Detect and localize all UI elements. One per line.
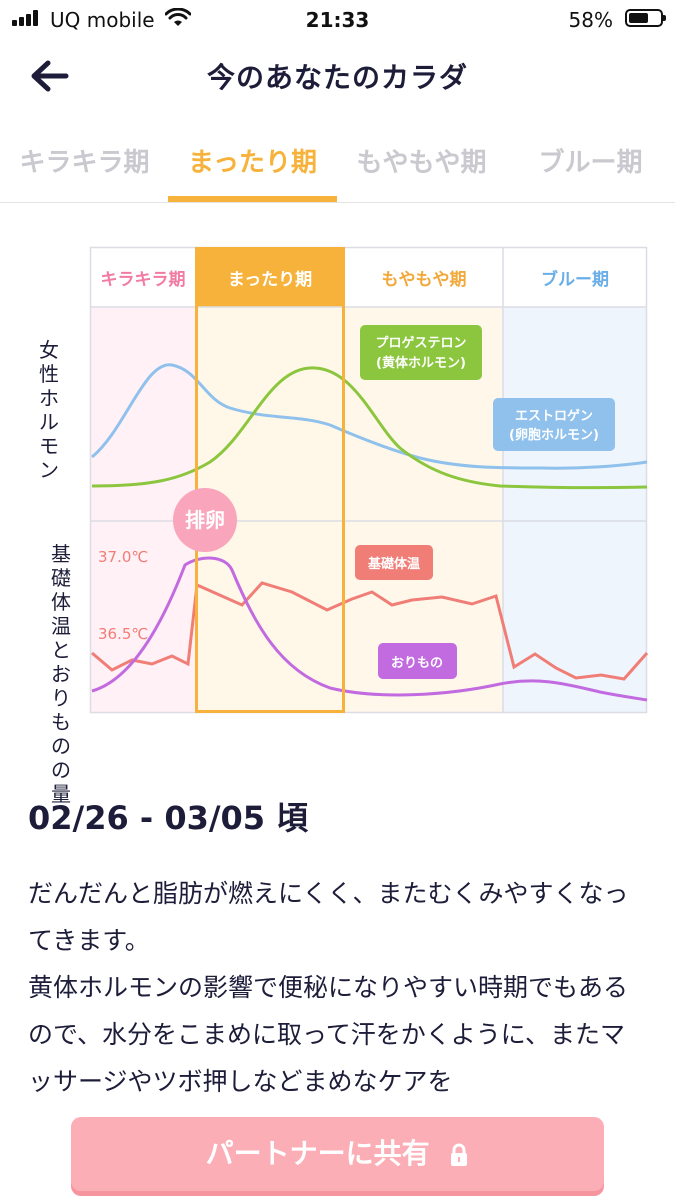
cycle-chart: 女性ホルモン 基礎体温とおりものの量 キラキラ期 まったり期 もやもや期 ブルー…	[0, 240, 675, 806]
status-bar: UQ mobile 21:33 58%	[0, 0, 675, 40]
progesterone-tag-line1: プロゲステロン	[375, 335, 466, 351]
progesterone-line	[91, 366, 648, 490]
arrow-left-icon	[31, 60, 69, 92]
bbt-line	[91, 581, 649, 681]
hormone-axis-label: 女性ホルモン	[39, 338, 59, 482]
tab-blue[interactable]: ブルー期	[538, 148, 643, 178]
current-phase-frame	[195, 247, 345, 713]
active-tab-indicator	[168, 196, 337, 202]
discharge-line	[91, 556, 648, 702]
temp-axis-label: 基礎体温とおりものの量	[51, 542, 71, 806]
estrogen-tag	[493, 398, 615, 451]
phase-bg-kirakira	[90, 247, 196, 713]
share-with-partner-button[interactable]: パートナーに共有	[71, 1117, 604, 1191]
battery-percentage: 58%	[568, 8, 613, 32]
phase-bg-mattari	[196, 247, 344, 713]
phase-bg-moyamoya	[344, 247, 503, 713]
phase-label-kirakira: キラキラ期	[101, 270, 186, 290]
back-button[interactable]	[28, 56, 72, 96]
tab-mattari[interactable]: まったり期	[188, 148, 317, 178]
signal-icon	[12, 10, 42, 26]
estrogen-tag-line1: エストロゲン	[515, 408, 593, 424]
phase-header-row	[90, 247, 647, 307]
battery-icon	[625, 9, 666, 27]
tab-kirakira[interactable]: キラキラ期	[19, 148, 150, 178]
page-title: 今のあなたのカラダ	[206, 61, 468, 94]
lock-icon	[451, 1143, 468, 1166]
wifi-icon	[165, 8, 191, 26]
description-paragraph: だんだんと脂肪が燃えにくく、またむくみやすくなってきます。	[28, 879, 629, 955]
temp-label-high: 37.0℃	[98, 548, 148, 566]
chart-border	[89, 246, 648, 714]
ovulation-label: 排卵	[185, 508, 225, 532]
phase-header-mattari-bg	[196, 247, 344, 307]
phase-description: だんだんと脂肪が燃えにくく、またむくみやすくなってきます。 黄体ホルモンの影響で…	[28, 870, 648, 1105]
temp-label-low: 36.5℃	[98, 625, 148, 643]
estrogen-tag-line2: (卵胞ホルモン)	[509, 427, 599, 443]
discharge-tag-label: おりもの	[391, 656, 443, 671]
estrogen-line	[91, 363, 648, 470]
phase-label-blue: ブルー期	[541, 269, 609, 290]
phase-tabs: キラキラ期 まったり期 もやもや期 ブルー期	[0, 120, 675, 203]
phase-bg-blue	[503, 247, 647, 713]
progesterone-tag	[360, 325, 482, 380]
bbt-tag	[355, 545, 433, 580]
carrier-name: UQ mobile	[50, 8, 155, 32]
chart-canvas: キラキラ期 まったり期 もやもや期 ブルー期 排卵 37.0℃ 36.5℃ プロ…	[89, 246, 649, 714]
ovulation-badge	[173, 488, 237, 552]
share-button-label: パートナーに共有	[205, 1137, 430, 1170]
status-time: 21:33	[305, 8, 370, 32]
phase-label-moyamoya: もやもや期	[382, 270, 467, 290]
bbt-tag-label: 基礎体温	[367, 556, 420, 572]
tab-moyamoya[interactable]: もやもや期	[356, 148, 487, 178]
date-range: 02/26 - 03/05 頃	[28, 799, 309, 837]
phase-label-mattari: まったり期	[228, 270, 312, 290]
progesterone-tag-line2: (黄体ホルモン)	[376, 355, 466, 371]
header: 今のあなたのカラダ	[0, 40, 675, 110]
description-paragraph: 黄体ホルモンの影響で便秘になりやすい時期でもあるので、水分をこまめに取って汗をか…	[28, 973, 629, 1096]
discharge-tag	[378, 643, 457, 679]
